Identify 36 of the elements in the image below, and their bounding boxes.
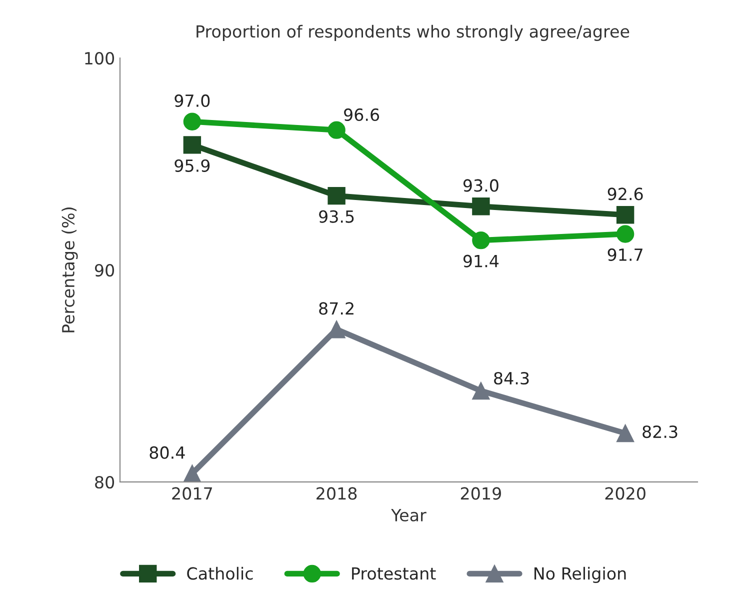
point — [472, 198, 490, 216]
x-tick-label: 2018 — [316, 487, 357, 500]
point — [328, 121, 346, 139]
point — [183, 136, 202, 154]
data-label: 87.2 — [319, 302, 354, 315]
legend-label: Protestant — [352, 567, 436, 580]
point — [183, 464, 202, 482]
point — [616, 206, 634, 224]
point — [328, 186, 346, 205]
legend-label: Catholic — [187, 566, 253, 580]
point — [472, 382, 490, 400]
data-label: 97.0 — [174, 94, 210, 107]
data-label: 84.3 — [494, 372, 529, 385]
y-tick-label: 90 — [94, 264, 114, 277]
x-tick-label: 2019 — [460, 487, 501, 500]
data-label: 80.4 — [150, 446, 185, 459]
x-tick-label: 2017 — [172, 487, 212, 500]
y-axis-title: Percentage (%) — [62, 207, 78, 332]
data-label: 92.6 — [608, 188, 643, 200]
data-label: 91.4 — [463, 254, 499, 268]
chart-title: Proportion of respondents who strongly agree/agree — [196, 24, 630, 41]
data-label: 91.7 — [608, 248, 642, 262]
point — [472, 231, 490, 250]
data-label: 95.9 — [174, 159, 210, 172]
data-label: 96.6 — [344, 108, 380, 122]
point — [183, 112, 202, 130]
data-label: 93.0 — [463, 179, 498, 192]
data-label: 82.3 — [642, 425, 678, 438]
point — [616, 424, 634, 442]
point — [616, 225, 634, 243]
x-axis-title: Year — [391, 509, 426, 522]
y-tick-label: 100 — [85, 52, 114, 65]
data-label: 93.5 — [319, 210, 354, 223]
legend-label: No Religion — [534, 566, 626, 583]
y-tick-label: 80 — [95, 476, 114, 489]
x-tick-label: 2020 — [605, 487, 646, 500]
